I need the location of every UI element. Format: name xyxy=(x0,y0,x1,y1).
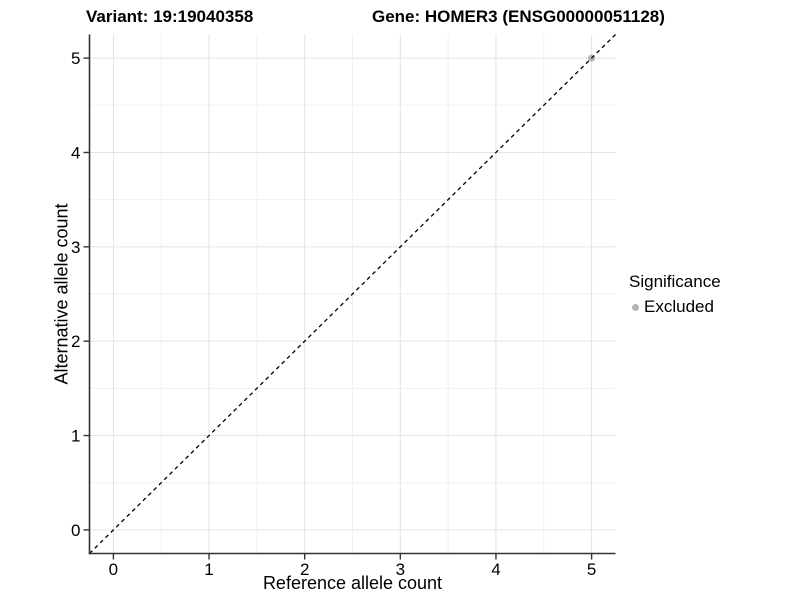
y-tick-label: 4 xyxy=(71,143,80,162)
y-tick-label: 3 xyxy=(71,238,80,257)
x-tick-label: 1 xyxy=(204,560,213,579)
legend-item-excluded: Excluded xyxy=(629,296,721,319)
y-tick-label: 0 xyxy=(71,521,80,540)
legend-item-label: Excluded xyxy=(644,296,714,316)
variant-title: Variant: 19:19040358 xyxy=(86,7,254,26)
x-tick-label: 3 xyxy=(396,560,405,579)
x-tick-label: 2 xyxy=(300,560,309,579)
x-tick-label: 0 xyxy=(109,560,118,579)
y-tick-label: 2 xyxy=(71,332,80,351)
legend: Significance Excluded xyxy=(629,271,721,319)
gene-title: Gene: HOMER3 (ENSG00000051128) xyxy=(372,7,665,26)
excluded-point-swatch xyxy=(632,303,639,311)
identity-reference-line xyxy=(89,34,616,554)
x-axis-title: Reference allele count xyxy=(262,573,443,593)
x-tick-label: 5 xyxy=(587,560,596,579)
legend-title: Significance xyxy=(629,272,721,291)
y-tick-label: 5 xyxy=(71,49,80,68)
x-tick-label: 4 xyxy=(491,560,500,579)
y-axis-title: Alternative allele count xyxy=(51,203,72,385)
y-tick-label: 1 xyxy=(71,427,80,446)
